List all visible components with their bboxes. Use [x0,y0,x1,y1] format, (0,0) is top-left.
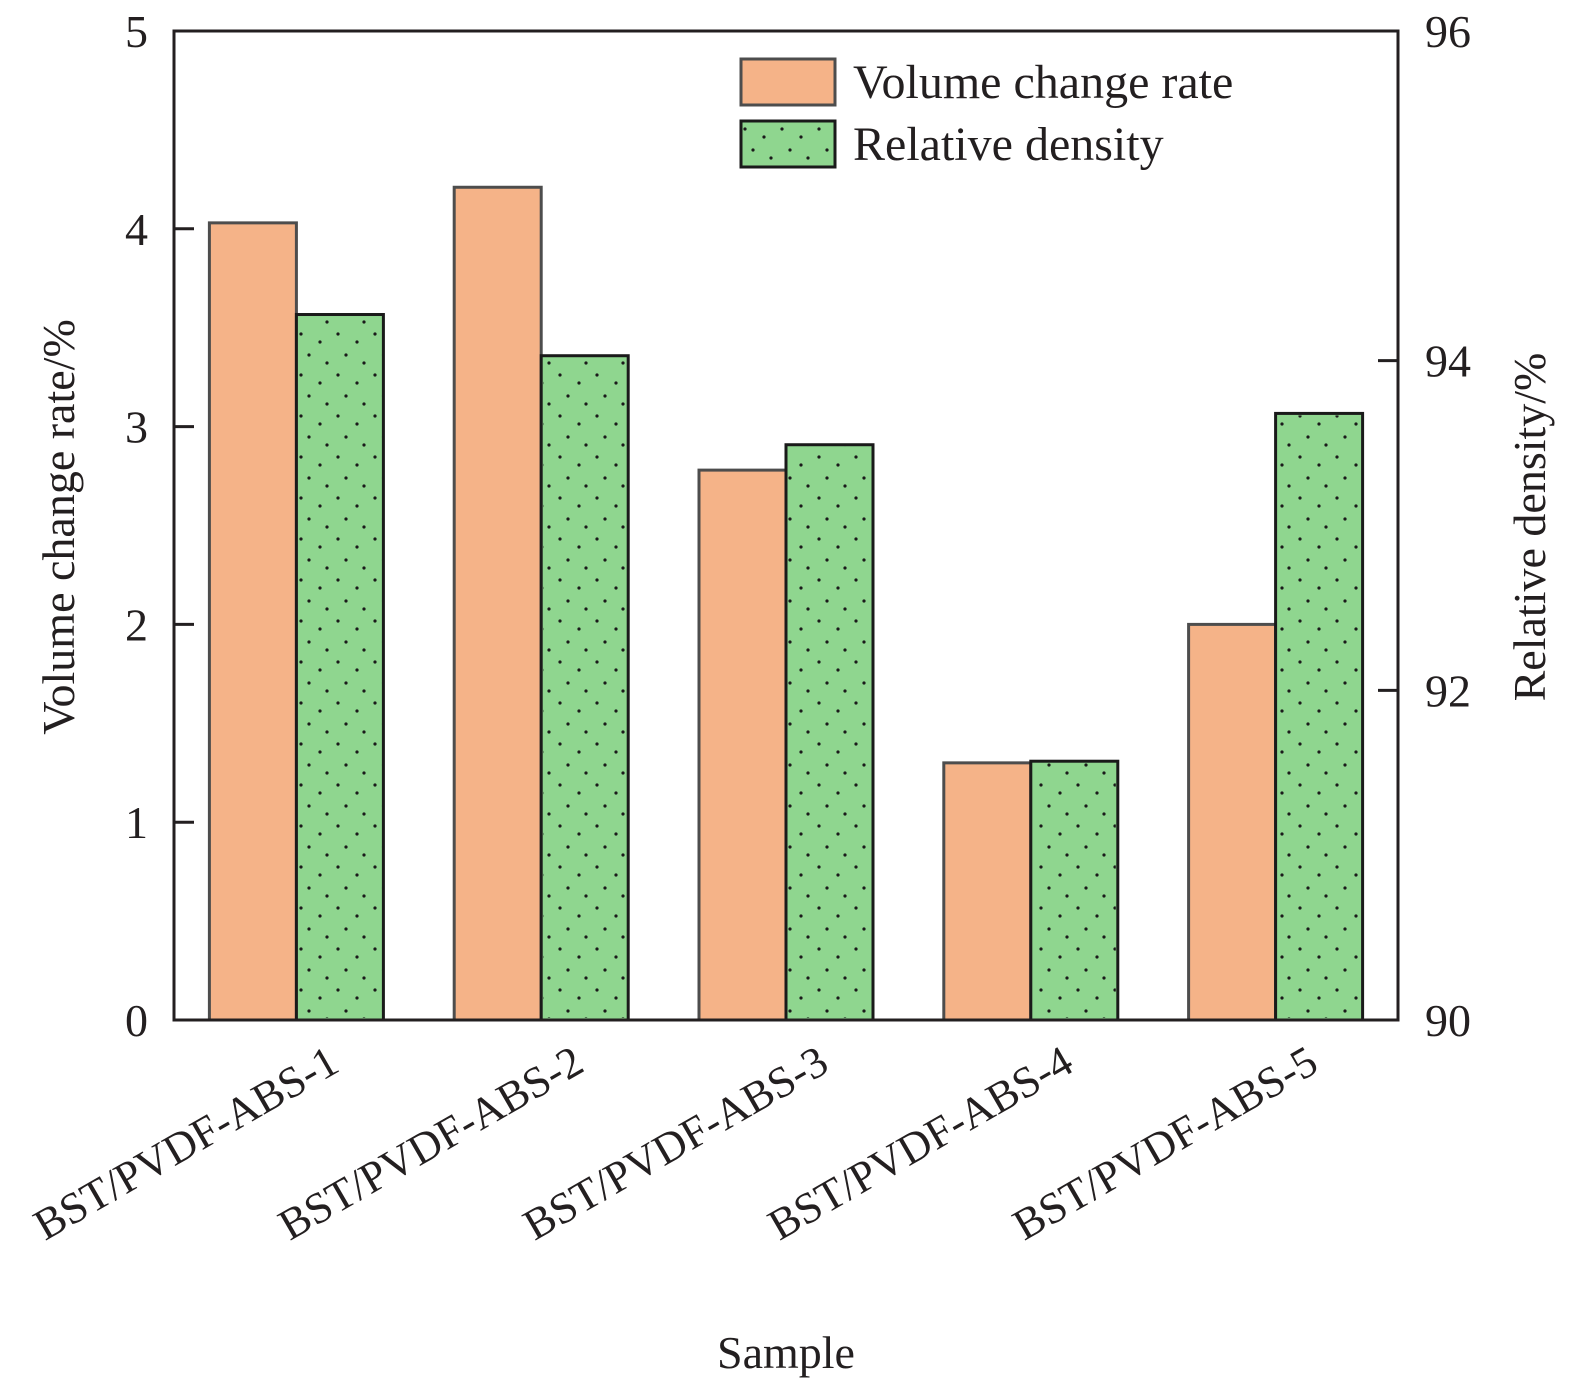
y-axis-title: Volume change rate/% [33,319,84,735]
bar-relative-density-pattern-2 [543,357,627,1018]
legend-swatch-volume-change-rate [739,57,837,107]
y2-axis-title: Relative density/% [1504,353,1555,702]
y-tick-label-5: 5 [125,6,148,57]
y-tick-label-4: 4 [125,204,148,255]
bar-volume-change-rate-1 [207,221,298,1022]
bar-relative-density-pattern-1 [298,316,382,1019]
y-tick-label-0: 0 [125,995,148,1046]
y-tick-label-1: 1 [125,797,148,848]
axes-group [172,29,1400,1022]
legend: Volume change rate Relative density [739,56,1233,171]
bar-volume-change-rate-3 [697,468,788,1022]
y2-tick-label-94: 94 [1425,336,1471,387]
bar-relative-density-pattern-5 [1277,415,1361,1018]
bar-relative-density-pattern-4 [1032,763,1116,1018]
legend-label-relative-density: Relative density [853,118,1164,171]
plot-frame [172,29,1400,1022]
bar-volume-change-rate-4 [942,761,1033,1022]
y-tick-label-2: 2 [125,599,148,650]
legend-swatch-dots [741,121,835,167]
bar-volume-change-rate-5 [1187,622,1278,1022]
y-tick-label-3: 3 [125,402,148,453]
bar-relative-density-pattern-3 [788,446,871,1018]
y2-tick-label-92: 92 [1425,665,1471,716]
y2-tick-label-90: 90 [1425,995,1471,1046]
bar-volume-change-rate-2 [452,185,543,1022]
x-axis-title: Sample [717,1327,855,1378]
bars-group [207,185,1365,1022]
y2-tick-label-96: 96 [1425,6,1471,57]
legend-label-volume-change-rate: Volume change rate [853,56,1233,109]
